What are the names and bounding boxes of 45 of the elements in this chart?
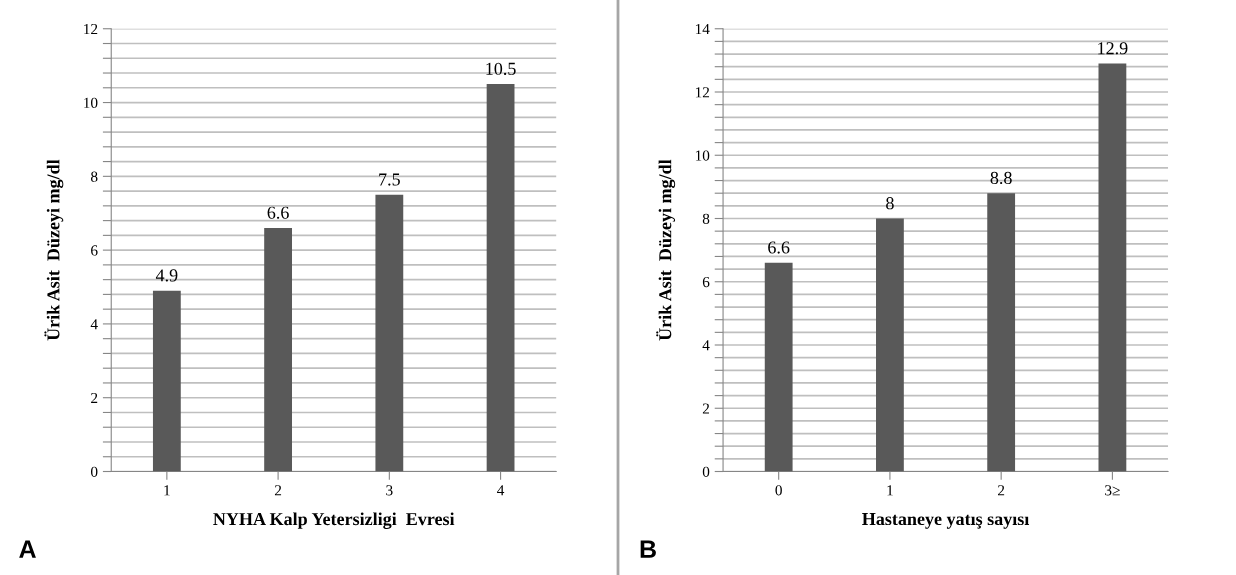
y-tick-label: 10 xyxy=(695,150,710,161)
y-tick-label: 12 xyxy=(695,87,710,98)
x-tick-label: 1 xyxy=(887,485,893,496)
y-tick-label: 6 xyxy=(91,245,98,256)
x-tick-label: 2 xyxy=(274,485,282,496)
text: B xyxy=(640,540,656,558)
y-tick-label: 0 xyxy=(702,466,710,477)
y-tick-label: 0 xyxy=(90,466,98,477)
bar xyxy=(486,84,515,472)
x-axis-title: NYHA Kalp Yetersizligi Evresi xyxy=(213,512,455,529)
x-axis-title: Hastaneye yatış sayısı xyxy=(862,513,1030,529)
x-tick-label: 2 xyxy=(998,485,1005,496)
y-axis-title: Ürik Asit Düzeyi mg/dl xyxy=(44,159,64,341)
bar xyxy=(876,218,904,472)
y-tick-label: 8 xyxy=(702,213,710,224)
x-tick-label: 4 xyxy=(497,485,505,496)
data-label: 8 xyxy=(886,197,894,210)
data-label: 12.9 xyxy=(1098,42,1128,55)
x-tick-label: 1 xyxy=(164,485,170,496)
y-tick-label: 8 xyxy=(90,171,98,182)
bar xyxy=(264,227,293,472)
text: A xyxy=(19,540,36,558)
y-tick-label: 4 xyxy=(702,340,710,351)
y-tick-label: 2 xyxy=(702,403,710,414)
data-label: 6.6 xyxy=(768,241,790,254)
x-tick-label: 3 xyxy=(386,485,393,496)
y-tick-label: 4 xyxy=(90,319,98,330)
bar xyxy=(987,193,1016,472)
data-label: 6.6 xyxy=(267,206,289,219)
bar xyxy=(152,290,181,472)
y-tick-label: 12 xyxy=(84,23,98,35)
x-tick-label: 0 xyxy=(775,485,782,496)
data-label: 10.5 xyxy=(486,62,516,75)
y-axis-title: Ürik Asit Düzeyi mg/dl xyxy=(656,159,676,341)
y-tick-label: 14 xyxy=(695,23,710,35)
bar xyxy=(1098,63,1127,472)
y-tick-label: 2 xyxy=(91,392,98,404)
x-tick-label: 3≥ xyxy=(1105,485,1120,496)
data-label: 4.9 xyxy=(155,269,178,282)
bar xyxy=(375,194,404,472)
data-label: 8.8 xyxy=(990,171,1012,185)
data-label: 7.5 xyxy=(379,173,400,186)
bar xyxy=(764,262,793,472)
y-tick-label: 10 xyxy=(84,97,98,108)
y-tick-label: 6 xyxy=(702,276,710,288)
